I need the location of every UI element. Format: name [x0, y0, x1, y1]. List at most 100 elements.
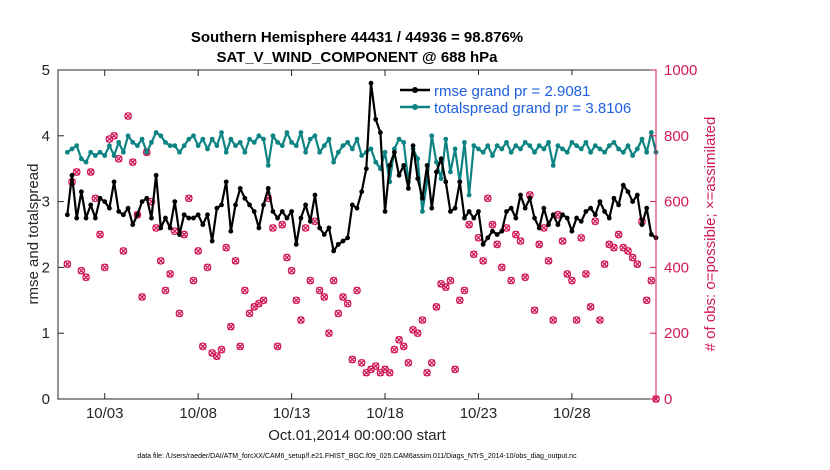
totalspread-point	[312, 133, 318, 139]
rmse-point	[214, 205, 220, 211]
obs-possible-marker	[283, 253, 291, 262]
totalspread-point	[583, 139, 589, 145]
obs-possible-marker	[507, 276, 516, 285]
rmse-point	[135, 212, 140, 218]
rmse-point	[163, 215, 168, 221]
totalspread-point	[139, 136, 145, 142]
totalspread-point	[135, 143, 140, 149]
obs-possible-marker	[488, 220, 497, 229]
totalspread-point	[541, 146, 547, 152]
obs-possible-marker	[596, 316, 604, 324]
y-tick-label: 1	[42, 325, 50, 342]
rmse-point	[177, 232, 182, 237]
totalspread-point	[415, 156, 421, 162]
obs-possible-marker	[563, 270, 572, 278]
obs-possible-marker	[77, 266, 86, 275]
totalspread-point	[247, 136, 252, 142]
rmse-point	[424, 163, 430, 168]
obs-possible-marker	[175, 309, 184, 318]
totalspread-point	[578, 146, 584, 152]
totalspread-point	[200, 136, 206, 142]
obs-assimilated-marker	[596, 316, 604, 324]
rmse-point	[172, 199, 178, 205]
totalspread-point	[522, 139, 528, 145]
rmse-point	[368, 80, 374, 86]
obs-assimilated-marker	[470, 250, 478, 258]
rmse-point	[373, 116, 379, 122]
obs-assimilated-marker	[320, 293, 328, 301]
totalspread-point	[153, 130, 159, 135]
totalspread-point	[373, 159, 379, 165]
obs-possible-marker	[516, 237, 525, 245]
rmse-point	[578, 218, 584, 224]
totalspread-point	[499, 146, 505, 152]
obs-possible-marker	[339, 293, 347, 301]
rmse-point	[111, 179, 117, 185]
obs-possible-marker	[119, 247, 128, 255]
obs-possible-marker	[86, 168, 95, 176]
plot-area	[57, 69, 657, 400]
obs-possible-marker	[582, 270, 590, 278]
obs-assimilated-marker	[418, 316, 426, 324]
obs-possible-marker	[455, 296, 464, 305]
totalspread-point	[611, 139, 617, 145]
obs-assimilated-marker	[348, 356, 356, 363]
rmse-point	[92, 215, 98, 221]
obs-possible-marker	[166, 270, 174, 278]
obs-possible-marker	[395, 335, 403, 344]
rmse-point	[536, 225, 542, 231]
obs-assimilated-marker	[288, 267, 296, 275]
obs-possible-marker	[306, 276, 315, 285]
obs-possible-marker	[292, 296, 301, 305]
rmse-point	[415, 176, 421, 181]
obs-assimilated-marker	[330, 277, 338, 285]
obs-possible-marker	[642, 296, 651, 305]
totalspread-point	[602, 149, 608, 155]
totalspread-point	[298, 130, 304, 135]
obs-assimilated-marker	[101, 263, 109, 271]
totalspread-point	[191, 133, 196, 139]
rmse-point	[69, 172, 75, 178]
obs-possible-marker	[385, 368, 394, 377]
obs-possible-marker	[460, 286, 469, 295]
totalspread-point	[443, 136, 449, 142]
obs-possible-marker	[194, 247, 203, 255]
obs-possible-marker	[128, 158, 137, 166]
obs-count-series	[63, 112, 660, 403]
obs-assimilated-marker	[96, 231, 104, 238]
x-tick-label: 10/03	[86, 405, 124, 422]
totalspread-point	[569, 139, 575, 145]
rmse-point	[354, 205, 360, 211]
rmse-point	[513, 215, 519, 221]
totalspread-point	[209, 136, 215, 142]
obs-assimilated-marker	[521, 273, 529, 281]
obs-assimilated-marker	[386, 369, 394, 377]
obs-assimilated-marker	[559, 237, 567, 245]
obs-possible-marker	[100, 263, 109, 272]
totalspread-point	[69, 146, 75, 152]
obs-assimilated-marker	[629, 254, 637, 261]
totalspread-point	[368, 146, 374, 152]
obs-possible-marker	[446, 276, 455, 285]
obs-possible-marker	[432, 303, 441, 311]
obs-possible-marker	[184, 194, 193, 203]
obs-possible-marker	[156, 256, 165, 265]
obs-possible-marker	[371, 362, 380, 370]
totalspread-point	[163, 139, 168, 145]
rmse-point	[83, 215, 89, 221]
rmse-point	[592, 212, 598, 218]
obs-possible-marker	[231, 256, 240, 265]
rmse-point	[247, 202, 252, 208]
rmse-point	[410, 143, 416, 149]
obs-assimilated-marker	[306, 277, 314, 285]
obs-assimilated-marker	[241, 286, 249, 294]
obs-possible-marker	[497, 263, 506, 272]
rmse-point	[340, 238, 346, 244]
obs-assimilated-marker	[503, 224, 510, 232]
totalspread-point	[644, 149, 650, 155]
obs-assimilated-marker	[269, 224, 277, 232]
totalspread-point	[518, 146, 523, 152]
totalspread-point	[620, 149, 626, 155]
totalspread-point	[237, 139, 243, 145]
y2-tick-label: 600	[664, 194, 689, 211]
